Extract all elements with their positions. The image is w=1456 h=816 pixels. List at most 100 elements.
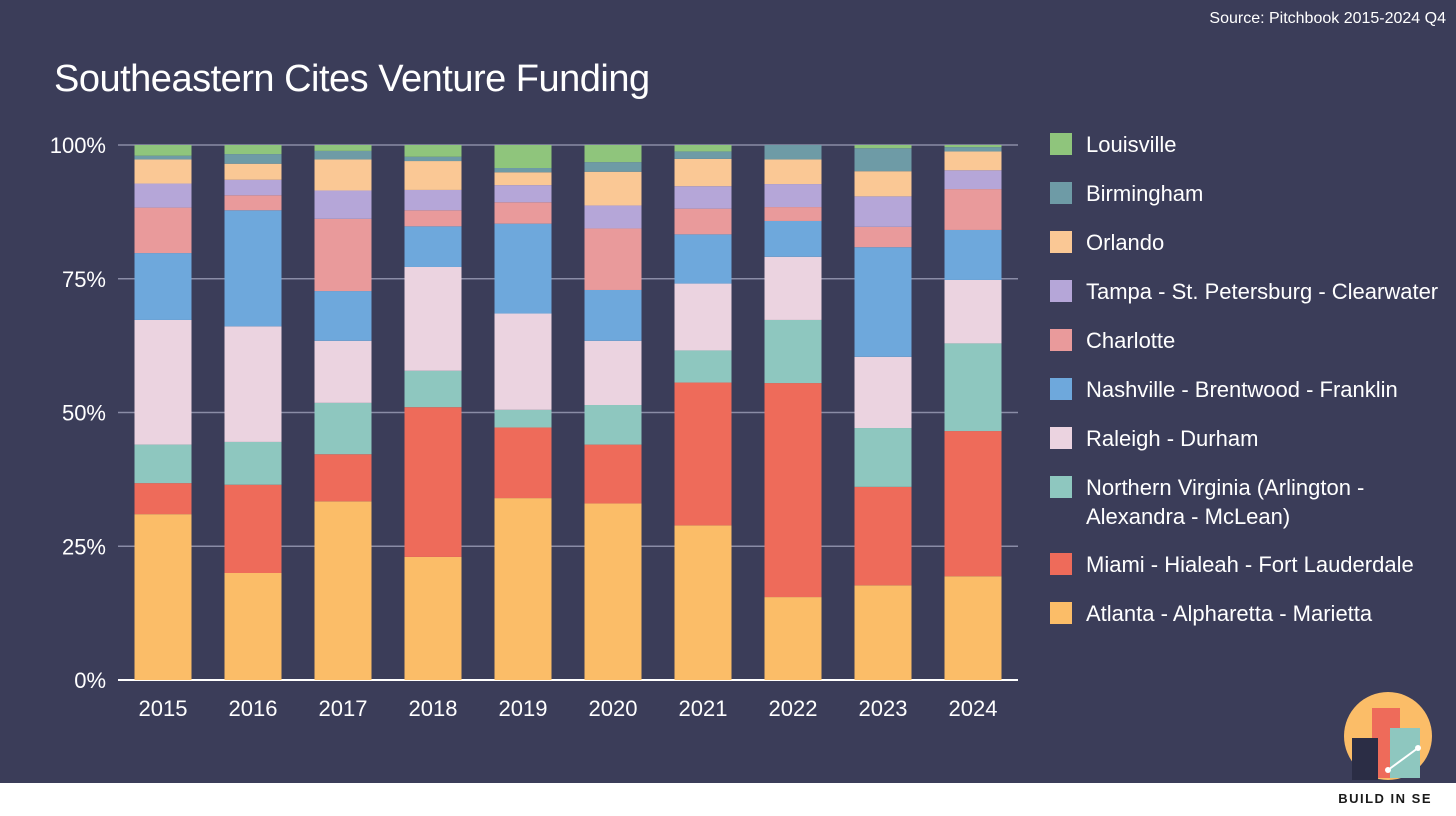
bar-segment — [584, 444, 642, 504]
legend-item: Miami - Hialeah - Fort Lauderdale — [1050, 550, 1446, 579]
bar-segment — [404, 145, 462, 157]
bar-segment — [314, 150, 372, 160]
bar-segment — [674, 158, 732, 187]
bar-segment — [764, 256, 822, 320]
bar-segment — [134, 514, 192, 680]
legend-label: Tampa - St. Petersburg - Clearwater — [1086, 279, 1439, 304]
bar-segment — [314, 190, 372, 219]
legend-item: Raleigh - Durham — [1050, 424, 1446, 453]
stacked-bar-chart: 0% 25% 50% 75% 100% 2015 2016 2017 2018 2019 2020… — [50, 133, 1018, 721]
bar-segment — [764, 159, 822, 185]
bar-segment — [584, 340, 642, 406]
bar-segment — [224, 163, 282, 180]
bar-segment — [674, 186, 732, 209]
x-axis-ticks: 2015 2016 2017 2018 2019 2020 2021 2022 2023 2024 — [139, 696, 998, 721]
bar-segment — [134, 483, 192, 515]
y-tick-label: 50% — [62, 401, 106, 426]
x-tick-label: 2020 — [589, 696, 638, 721]
legend-item: Nashville - Brentwood - Franklin — [1050, 375, 1446, 404]
bar-segment — [494, 409, 552, 428]
bar-segment — [404, 189, 462, 211]
bar-segment — [314, 454, 372, 502]
bar-segment — [314, 501, 372, 680]
bar-segment — [674, 208, 732, 235]
legend-label: Charlotte — [1086, 328, 1176, 353]
bar-segment — [224, 179, 282, 196]
bar-segment — [134, 319, 192, 445]
bar-segment — [584, 289, 642, 341]
legend-label: Northern Virginia (Arlington - Alexandra… — [1086, 475, 1365, 529]
legend-item: Birmingham — [1050, 179, 1446, 208]
bar-segment — [764, 207, 822, 221]
legend-swatch — [1050, 133, 1072, 155]
bar-segment — [764, 145, 822, 160]
brand-wordmark: BUILD IN SE — [1338, 791, 1432, 806]
legend-label: Louisville — [1086, 132, 1177, 157]
x-tick-label: 2017 — [319, 696, 368, 721]
bar-segment — [134, 155, 192, 160]
bar-segment — [854, 196, 912, 227]
bar-segment — [854, 486, 912, 586]
bar-segment — [494, 172, 552, 186]
legend-item: Atlanta - Alpharetta - Marietta — [1050, 599, 1446, 628]
bar-segment — [224, 210, 282, 327]
y-tick-label: 0% — [74, 668, 106, 693]
bar-segment — [674, 382, 732, 526]
y-axis-ticks: 0% 25% 50% 75% 100% — [50, 133, 106, 693]
bar-segment — [854, 226, 912, 248]
bar-segment — [944, 147, 1002, 152]
bar-segment — [854, 148, 912, 172]
x-tick-label: 2018 — [409, 696, 458, 721]
bar-segment — [944, 145, 1002, 148]
bar-segment — [764, 184, 822, 208]
x-tick-label: 2016 — [229, 696, 278, 721]
x-tick-label: 2024 — [949, 696, 998, 721]
bar-segment — [764, 319, 822, 384]
bar-segment — [404, 407, 462, 557]
bar-segment — [584, 405, 642, 445]
bar-segment — [854, 585, 912, 680]
bar-segment — [494, 223, 552, 314]
bar-segment — [944, 576, 1002, 680]
bar-segment — [404, 210, 462, 227]
bar-segment — [224, 195, 282, 211]
x-tick-label: 2021 — [679, 696, 728, 721]
legend-label: Nashville - Brentwood - Franklin — [1086, 377, 1398, 402]
bar-segment — [854, 247, 912, 357]
x-tick-label: 2019 — [499, 696, 548, 721]
bar-segment — [314, 145, 372, 151]
bar-segment — [224, 484, 282, 573]
bar-segment — [584, 205, 642, 229]
bar-segment — [134, 145, 192, 156]
bar-segment — [404, 370, 462, 408]
bar-segment — [854, 356, 912, 429]
legend-swatch — [1050, 329, 1072, 351]
bar-segment — [404, 266, 462, 371]
bar-segment — [944, 229, 1002, 280]
x-tick-label: 2023 — [859, 696, 908, 721]
bar-segment — [314, 218, 372, 292]
bar-segment — [854, 145, 912, 149]
bar-segment — [314, 340, 372, 403]
bar-segment — [674, 350, 732, 383]
bar-segment — [404, 156, 462, 162]
legend-item: Northern Virginia (Arlington - Alexandra… — [1050, 473, 1446, 531]
x-tick-label: 2015 — [139, 696, 188, 721]
bar-segment — [674, 283, 732, 351]
legend-swatch — [1050, 231, 1072, 253]
legend-label: Atlanta - Alpharetta - Marietta — [1086, 601, 1373, 626]
bar-segment — [854, 428, 912, 487]
bar-segment — [494, 145, 552, 169]
chart-title: Southeastern Cites Venture Funding — [54, 58, 650, 100]
bar-segment — [854, 171, 912, 197]
legend-swatch — [1050, 602, 1072, 624]
bar-segment — [764, 220, 822, 257]
bar-segment — [494, 202, 552, 224]
x-tick-label: 2022 — [769, 696, 818, 721]
bar-segment — [494, 427, 552, 499]
legend-label: Orlando — [1086, 230, 1165, 255]
build-in-se-logo — [1344, 692, 1432, 780]
bar-segment — [584, 145, 642, 163]
bar-segment — [314, 291, 372, 341]
bar-segment — [404, 556, 462, 680]
